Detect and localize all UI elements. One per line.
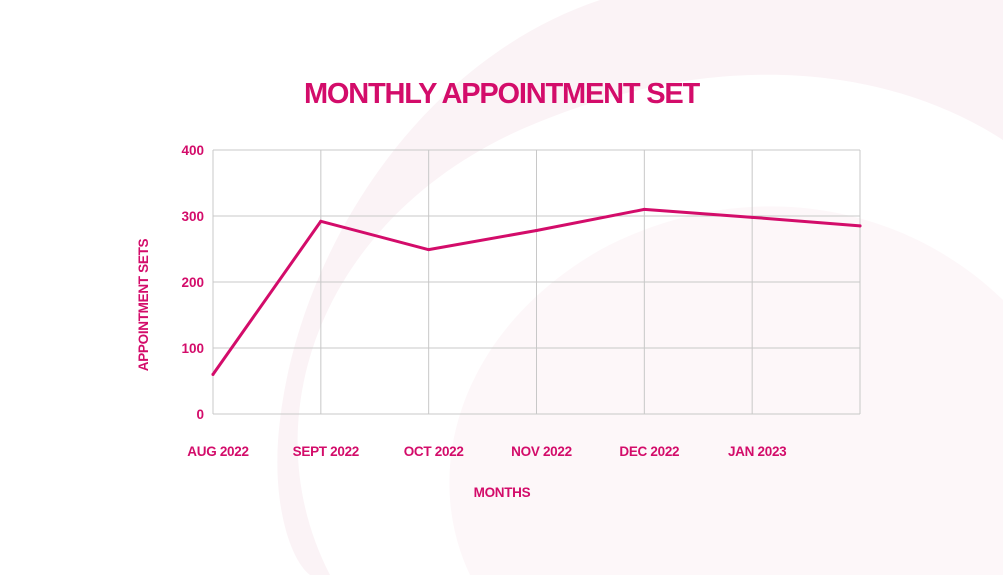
data-point (642, 207, 646, 211)
data-point (211, 372, 215, 376)
x-tick-label: DEC 2022 (619, 444, 679, 459)
x-tick-label: NOV 2022 (511, 444, 572, 459)
series (211, 207, 862, 376)
grid (212, 149, 861, 415)
x-tick-label: AUG 2022 (187, 444, 248, 459)
data-point (427, 248, 431, 252)
chart-title: MONTHLY APPOINTMENT SET (303, 78, 700, 110)
x-tick-label: OCT 2022 (404, 444, 464, 459)
x-tick-label: SEPT 2022 (293, 444, 359, 459)
y-axis-ticks: 0 100 200 300 400 (181, 143, 204, 422)
data-point (750, 215, 754, 219)
x-tick-label: JAN 2023 (728, 444, 787, 459)
y-tick-label: 0 (196, 407, 204, 422)
y-tick-label: 300 (181, 209, 204, 224)
data-point (858, 224, 862, 228)
data-point (319, 219, 323, 223)
data-point (535, 229, 538, 233)
y-axis-label: APPOINTMENT SETS (136, 238, 151, 371)
x-axis-label: MONTHS (474, 485, 531, 500)
y-tick-label: 400 (181, 143, 204, 158)
y-tick-label: 200 (181, 275, 204, 290)
y-tick-label: 100 (181, 341, 204, 356)
x-axis-ticks: AUG 2022 SEPT 2022 OCT 2022 NOV 2022 DEC 202… (187, 444, 787, 459)
